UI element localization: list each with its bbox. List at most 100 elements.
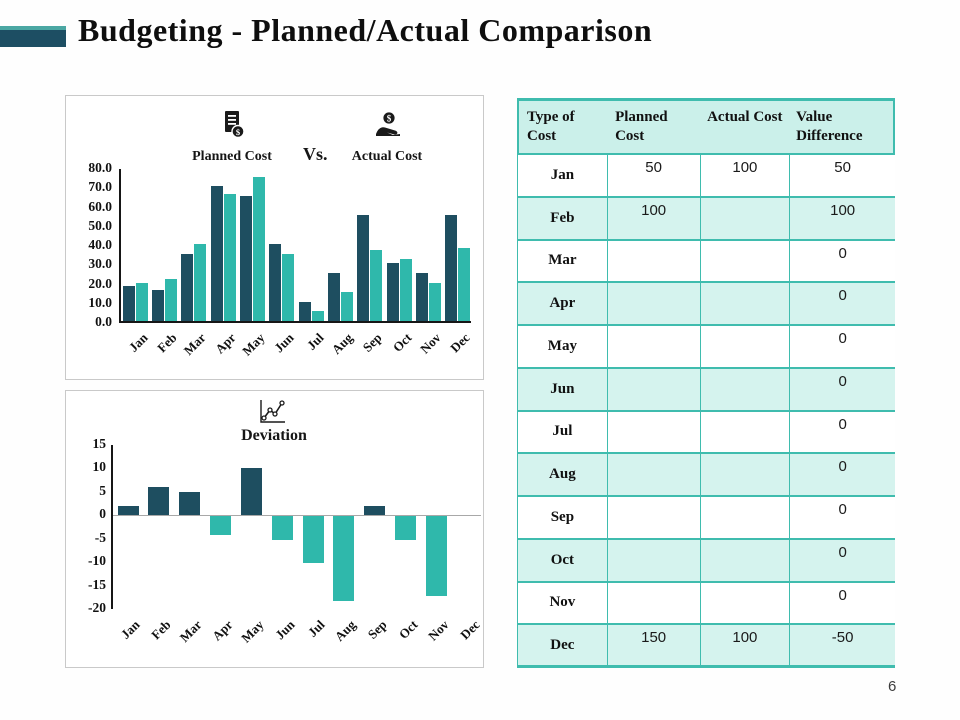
y-tick-label-0.0: 0.0 (95, 314, 112, 329)
cell-actual-cost (699, 539, 790, 581)
deviation-plot (111, 445, 481, 609)
bar-actual-cost-jun (282, 253, 295, 321)
cell-month: Oct (550, 551, 575, 568)
bar-actual-cost-apr (223, 193, 236, 321)
y-tick-label-15: 15 (92, 436, 107, 451)
cell-value-difference: 0 (789, 240, 895, 282)
title-accent-bar (0, 30, 66, 47)
cell-value-difference: 100 (789, 197, 895, 239)
bar-planned-cost-jan (122, 286, 135, 321)
cell-value-difference: 0 (789, 454, 895, 495)
y-tick-label-5: 5 (99, 482, 106, 498)
cell-month: Feb (550, 209, 575, 226)
bar-actual-cost-jul (311, 311, 324, 321)
y-tick-label--5: -5 (94, 529, 106, 545)
deviation-bar-aug (333, 516, 355, 601)
table-row-oct: Oct 0 (517, 539, 895, 583)
cell-planned-cost: 100 (606, 197, 700, 239)
y-tick-label--10: -10 (88, 553, 106, 569)
cell-planned-cost (606, 368, 700, 410)
deviation-bar-feb (148, 487, 170, 516)
billing-document-icon: $ (222, 110, 246, 145)
bar-actual-cost-mar (194, 244, 207, 321)
svg-text:$: $ (387, 114, 392, 124)
cell-actual-cost (699, 197, 790, 239)
y-tick-label-20.0: 20.0 (88, 275, 112, 291)
table-row-may: May 0 (517, 326, 895, 369)
cell-actual-cost (699, 283, 790, 324)
cell-planned-cost (606, 411, 700, 453)
line-chart-icon (256, 397, 288, 432)
table-header-row: Type of Cost Planned Cost Actual Cost Value… (517, 98, 895, 155)
cell-actual-cost: 100 (699, 625, 790, 665)
cell-planned-cost (606, 497, 700, 538)
cell-value-difference: -50 (789, 625, 895, 665)
cell-actual-cost: 100 (699, 155, 790, 196)
legend-vs: Vs. (303, 144, 328, 164)
deviation-chart-panel: Deviation Jan Feb Mar Apr May Jun Jul Aug Sep Oct… (65, 390, 484, 668)
cell-actual-cost (699, 368, 790, 410)
cell-month: May (547, 337, 577, 354)
cell-month: Aug (549, 466, 576, 483)
table-row-apr: Apr 0 (517, 283, 895, 326)
table-header-difference: Value Difference (796, 109, 863, 144)
cell-planned-cost: 150 (606, 625, 700, 665)
cell-actual-cost (699, 326, 790, 367)
table-row-sep: Sep 0 (517, 497, 895, 540)
legend-actual-cost: Actual Cost (351, 149, 423, 164)
cell-value-difference: 0 (789, 368, 895, 410)
bar-planned-cost-jun (269, 244, 282, 321)
cell-value-difference: 0 (789, 283, 895, 324)
bar-planned-cost-nov (415, 272, 428, 321)
cell-month: Dec (550, 636, 575, 653)
y-tick-label-30.0: 30.0 (88, 256, 112, 272)
title-accent-stripe (0, 26, 66, 30)
zero-gridline (113, 515, 481, 516)
svg-text:$: $ (236, 127, 241, 137)
cell-planned-cost (606, 283, 700, 324)
deviation-title: Deviation (241, 427, 307, 444)
y-tick-label-10.0: 10.0 (88, 294, 112, 310)
cell-planned-cost (606, 454, 700, 495)
cell-actual-cost (699, 497, 790, 538)
cost-comparison-table: Type of Cost Planned Cost Actual Cost Value… (517, 98, 895, 668)
table-row-mar: Mar 0 (517, 240, 895, 284)
deviation-bar-oct (395, 516, 416, 540)
bar-planned-cost-sep (357, 215, 370, 321)
deviation-bar-jan (117, 505, 139, 516)
planned-actual-plot (119, 169, 471, 323)
table-row-nov: Nov 0 (517, 582, 895, 626)
table-row-aug: Aug 0 (517, 454, 895, 497)
cell-month: Jan (550, 166, 575, 183)
deviation-bar-jun (271, 516, 293, 540)
bar-actual-cost-sep (370, 249, 383, 321)
bar-actual-cost-oct (399, 259, 412, 321)
y-tick-label-0: 0 (99, 506, 106, 522)
deviation-bar-nov (425, 516, 447, 596)
bar-planned-cost-dec (445, 215, 458, 321)
cell-month: Nov (549, 594, 576, 611)
y-tick-label--20: -20 (88, 600, 106, 615)
cell-month: Mar (548, 252, 577, 269)
table-row-jun: Jun 0 (517, 368, 895, 412)
deviation-bar-may (240, 468, 262, 516)
deviation-bar-apr (210, 516, 231, 536)
bar-planned-cost-feb (151, 290, 164, 321)
cell-month: Apr (549, 295, 576, 312)
cost-table-body: Jan 50 100 50 Feb 100 100 Mar 0 Apr 0 May 0 Jun 0 Jul 0 A… (517, 155, 895, 668)
cell-value-difference: 50 (789, 155, 895, 196)
cell-planned-cost (606, 240, 700, 282)
bar-planned-cost-mar (181, 253, 194, 321)
table-header-type: Type of Cost (527, 109, 575, 144)
table-header-planned: Planned Cost (615, 109, 668, 144)
cell-value-difference: 0 (789, 497, 895, 538)
table-header-actual: Actual Cost (707, 109, 783, 125)
deviation-bar-jul (302, 516, 324, 564)
cell-actual-cost (699, 240, 790, 282)
bar-actual-cost-aug (340, 292, 353, 321)
cell-actual-cost (699, 411, 790, 453)
cell-month: Jun (550, 380, 575, 397)
bar-planned-cost-oct (386, 263, 399, 321)
y-tick-label-40.0: 40.0 (88, 237, 112, 252)
cell-actual-cost (699, 454, 790, 495)
